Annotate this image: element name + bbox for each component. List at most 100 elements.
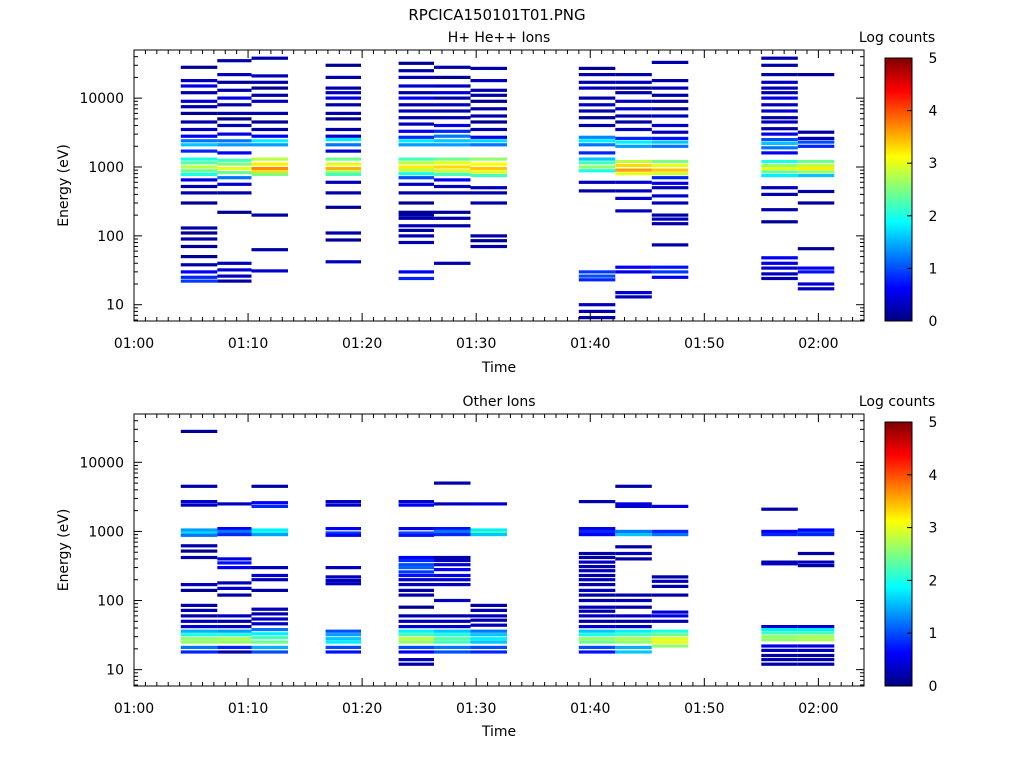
heatmap-cell xyxy=(325,533,361,537)
heatmap-cell xyxy=(325,205,361,209)
heatmap-cell xyxy=(578,605,616,609)
heatmap-cell xyxy=(434,103,471,107)
heatmap-cell xyxy=(398,614,434,618)
heatmap-cell xyxy=(615,629,652,633)
heatmap-cell xyxy=(651,222,689,226)
heatmap-cell xyxy=(651,194,689,198)
heatmap-cell xyxy=(761,507,798,511)
colorbar-gradient xyxy=(884,421,913,687)
heatmap-cell xyxy=(761,533,798,537)
y-axis: 10 100 1000 10000 xyxy=(79,49,864,321)
heatmap-cell xyxy=(434,527,471,531)
heatmap-cell xyxy=(470,166,507,171)
heatmap-cell xyxy=(217,637,252,641)
heatmap-cell xyxy=(470,614,507,618)
heatmap-cell xyxy=(251,566,288,570)
heatmap-cell xyxy=(651,163,689,168)
heatmap-cell xyxy=(180,528,218,532)
colorbar-tick-label: 1 xyxy=(929,261,938,277)
heatmap-cell xyxy=(251,248,288,252)
heatmap-cell xyxy=(217,533,252,537)
heatmap-cell xyxy=(615,593,652,597)
heatmap-cell xyxy=(325,578,361,583)
heatmap-cell xyxy=(578,633,616,637)
colorbar-tick-label: 2 xyxy=(929,209,938,225)
colorbar-tick-label: 0 xyxy=(929,314,938,330)
heatmap-cell xyxy=(761,220,798,224)
heatmap-cell xyxy=(434,96,471,100)
heatmap-cell xyxy=(325,650,361,654)
heatmap-cell xyxy=(180,244,218,249)
heatmap-cell xyxy=(251,139,288,143)
heatmap-cell xyxy=(470,93,507,97)
heatmap-cell xyxy=(651,644,689,648)
heatmap-cell xyxy=(761,132,798,136)
heatmap-cell xyxy=(761,662,798,666)
heatmap-cell xyxy=(217,650,252,654)
heatmap-cell xyxy=(797,528,835,532)
heatmap-cell xyxy=(325,149,361,153)
heatmap-cell xyxy=(180,65,218,69)
heatmap-cell xyxy=(180,531,218,535)
colorbar-tick-label: 2 xyxy=(929,573,938,589)
heatmap-cell xyxy=(578,80,616,84)
y-tick-label: 10 xyxy=(106,298,124,314)
heatmap-cell xyxy=(578,578,616,582)
heatmap-cell xyxy=(761,560,798,564)
heatmap-cell xyxy=(578,86,616,90)
heatmap-cell xyxy=(578,309,616,313)
heatmap-cell xyxy=(325,166,361,171)
heatmap-cell xyxy=(615,557,652,561)
heatmap-cell xyxy=(651,136,689,140)
heatmap-cell xyxy=(217,586,252,590)
heatmap-cell xyxy=(398,276,434,281)
heatmap-cell xyxy=(325,170,361,174)
heatmap-cell xyxy=(578,637,616,641)
heatmap-cell xyxy=(651,529,689,533)
heatmap-cell xyxy=(578,303,616,307)
heatmap-cell xyxy=(797,648,835,652)
heatmap-cell xyxy=(325,75,361,79)
x-axis: 01:00 01:10 01:20 01:30 01:40 01:50 02:00 xyxy=(114,50,865,352)
heatmap-cell xyxy=(325,260,361,264)
heatmap-cell xyxy=(578,609,616,613)
heatmap-cell xyxy=(251,501,288,505)
heatmap-cell xyxy=(325,172,361,176)
heatmap-cell xyxy=(578,645,616,649)
heatmap-cell xyxy=(761,109,798,113)
heatmap-cell xyxy=(470,502,507,506)
heatmap-cell xyxy=(470,143,507,147)
heatmap-cell xyxy=(797,533,835,537)
heatmap-cell xyxy=(470,528,507,532)
heatmap-cell xyxy=(398,531,434,535)
heatmap-cell xyxy=(180,533,218,537)
heatmap-cell xyxy=(251,617,288,621)
heatmap-cell xyxy=(434,637,471,641)
heatmap-cell xyxy=(470,157,507,161)
heatmap-cell xyxy=(251,157,288,161)
x-tick-label: 01:20 xyxy=(342,336,382,352)
heatmap-cell xyxy=(217,182,252,186)
heatmap-cell xyxy=(615,270,652,274)
heatmap-cell xyxy=(217,629,252,633)
heatmap-cell xyxy=(797,631,835,635)
heatmap-cell xyxy=(325,238,361,242)
heatmap-cell xyxy=(470,618,507,622)
heatmap-cell xyxy=(651,633,689,637)
heatmap-cell xyxy=(797,266,835,270)
heatmap-cell xyxy=(761,146,798,150)
heatmap-cell xyxy=(398,658,434,662)
heatmap-cell xyxy=(761,86,798,90)
heatmap-cell xyxy=(398,240,434,245)
heatmap-cell xyxy=(761,276,798,281)
heatmap-cell xyxy=(398,75,434,79)
heatmap-cell xyxy=(251,213,288,217)
heatmap-cell xyxy=(398,172,434,176)
heatmap-cell xyxy=(325,157,361,161)
heatmap-cell xyxy=(761,120,798,124)
heatmap-cell xyxy=(180,549,218,553)
heatmap-cell xyxy=(761,631,798,635)
heatmap-cell xyxy=(651,584,689,588)
heatmap-cell xyxy=(434,502,471,506)
